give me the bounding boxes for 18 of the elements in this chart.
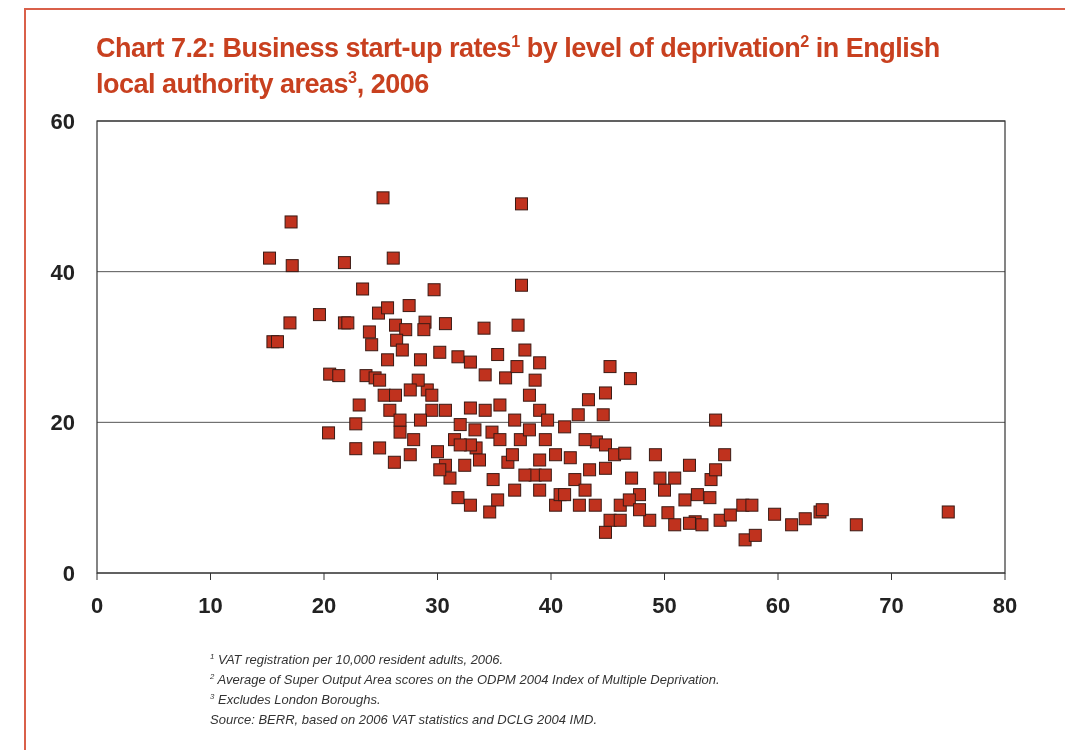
x-tick-label: 60: [765, 593, 791, 618]
text: $^{2}$ Average of Super Output Area scores on the ODPM 2004 Index of Multiple Deprivation.: [210, 670, 720, 689]
x-tick-label: 50: [652, 593, 677, 618]
x-tick-label: 80: [992, 593, 1018, 618]
y-tick-label: 40: [50, 259, 75, 285]
x-tick-label: 20: [311, 593, 337, 618]
text: $^{3}$ Excludes London Boroughs.: [210, 690, 382, 709]
x-tick-label: 0: [90, 593, 104, 618]
x-tick-label: 70: [879, 593, 904, 618]
x-tick-label: 30: [425, 593, 450, 618]
text: $^{1}$ VAT registration per 10,000 resident adults, 2006.: [210, 650, 505, 669]
x-tick-label: 10: [198, 593, 223, 618]
x-tick-label: 40: [538, 593, 564, 618]
y-tick-label: 0: [62, 561, 75, 586]
y-tick-label: 20: [50, 410, 75, 436]
y-tick-label: 60: [50, 109, 75, 134]
chart-title: Chart 7.2: Business start-up rates$^{1}$ by level of deprivation$^{2}$ in English local authority areas$^{3}$, 2006: [96, 32, 940, 99]
source-note: Source: BERR, based on 2006 VAT statistics and DCLG 2004 IMD.: [210, 711, 599, 729]
